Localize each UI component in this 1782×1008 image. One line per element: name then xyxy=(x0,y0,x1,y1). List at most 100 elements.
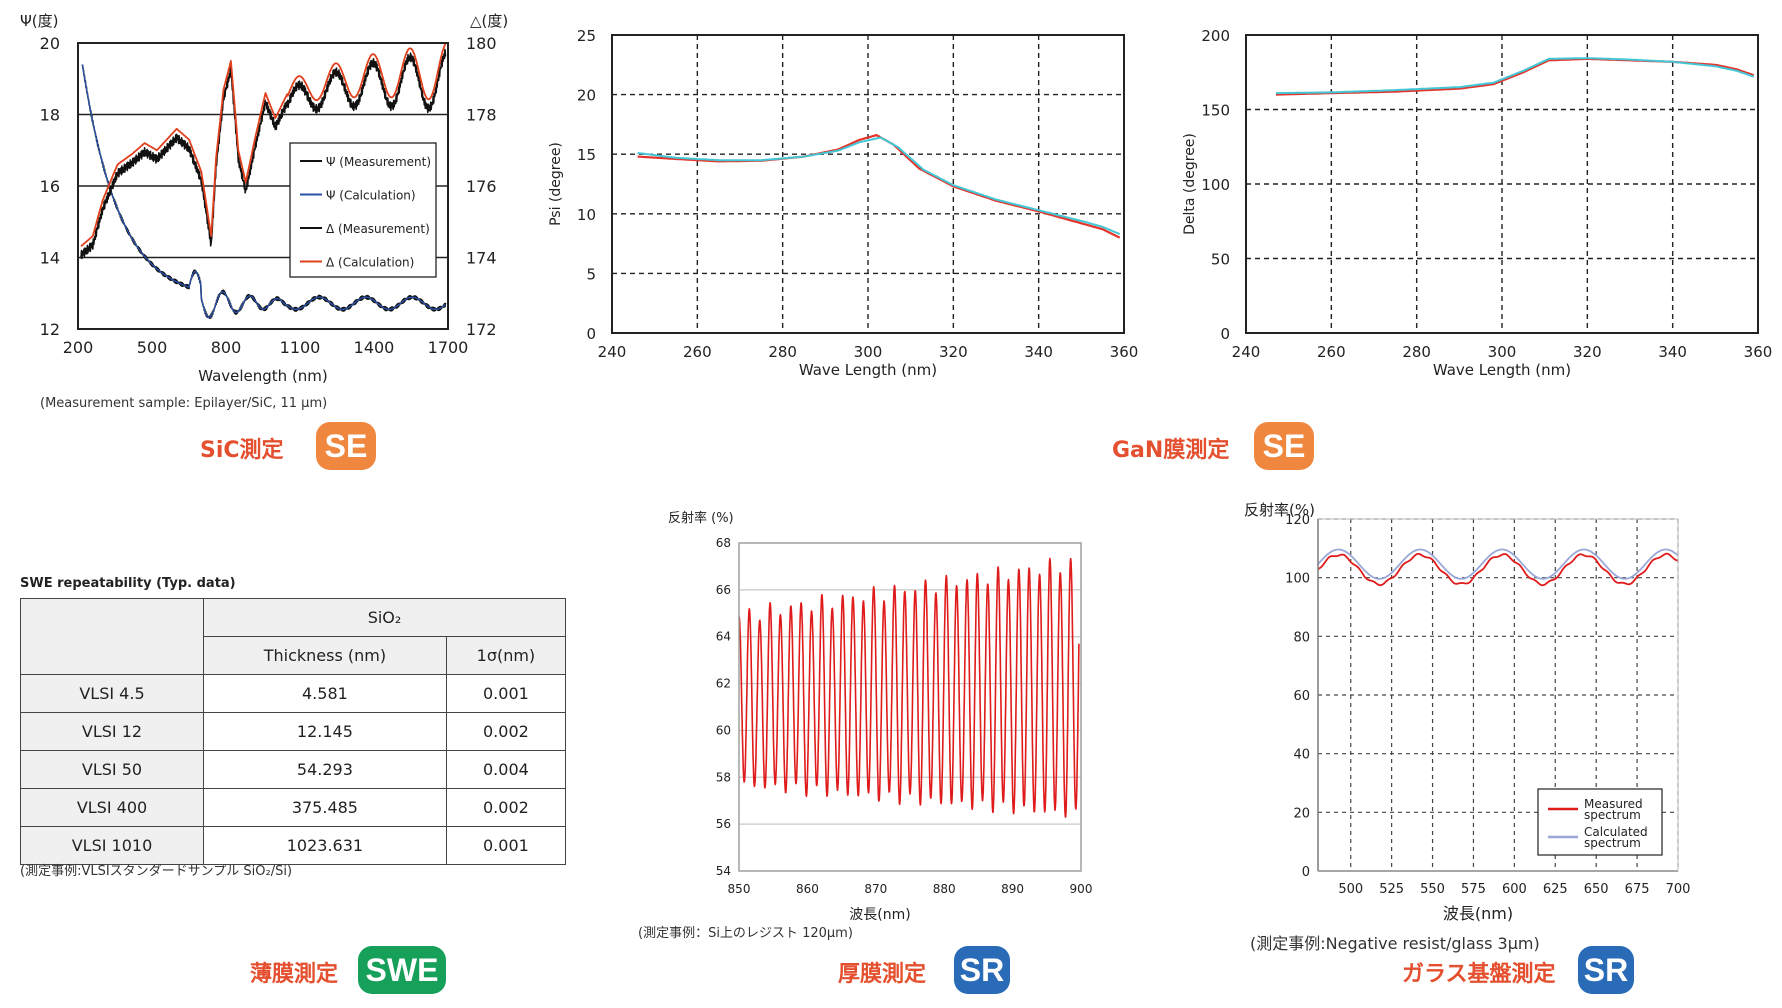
thick-film-x-tick-label: 870 xyxy=(864,882,887,896)
thickness-value: 4.581 xyxy=(203,674,447,713)
thick-film-y-tick-label: 66 xyxy=(716,583,731,597)
sic-caption: (Measurement sample: Epilayer/SiC, 11 μm… xyxy=(40,396,328,411)
sic-legend-entry: Ψ (Calculation) xyxy=(326,189,416,203)
sic-y-left-tick-label: 16 xyxy=(40,177,60,196)
gan-delta-calculated-line xyxy=(1275,57,1755,95)
gan-psi-y-tick-label: 0 xyxy=(586,325,596,343)
table-row: VLSI 4.5 4.581 0.001 xyxy=(20,674,567,713)
sample-name: VLSI 4.5 xyxy=(20,674,204,713)
glass-y-tick-label: 0 xyxy=(1302,865,1310,880)
thick-film-y-tick-label: 58 xyxy=(716,770,731,784)
glass-calculated-line xyxy=(1317,548,1679,580)
thick-film-y-tick-label: 64 xyxy=(716,630,731,644)
gan-delta-x-tick-label: 340 xyxy=(1658,343,1687,361)
sic-legend-entry: Δ (Calculation) xyxy=(326,256,414,270)
gan-delta-y-tick-label: 50 xyxy=(1211,251,1230,269)
thick-film-y-tick-label: 56 xyxy=(716,817,731,831)
glass-section-title: ガラス基盤測定 xyxy=(1402,962,1556,987)
gan-psi-y-tick-label: 25 xyxy=(577,27,596,45)
sic-legend-entry: Δ (Measurement) xyxy=(326,222,430,236)
sic-se-badge: SE xyxy=(316,422,376,470)
sigma-value: 0.002 xyxy=(445,788,567,827)
gan-section-title: GaN膜測定 xyxy=(1112,438,1230,463)
gan-delta-x-tick-label: 360 xyxy=(1744,343,1773,361)
sigma-value: 0.001 xyxy=(445,674,567,713)
glass-legend-entry: Calculated xyxy=(1584,825,1648,839)
gan-delta-y-tick-label: 100 xyxy=(1201,176,1230,194)
sic-section-title: SiC測定 xyxy=(200,438,284,463)
sic-y-right-tick-label: 176 xyxy=(466,177,497,196)
swe-material-header: SiO₂ xyxy=(203,598,566,637)
thick-film-y-axis-label: 反射率 (%) xyxy=(668,510,734,526)
glass-x-tick-label: 575 xyxy=(1461,882,1486,897)
gan-delta-plot-frame xyxy=(1245,34,1759,334)
swe-table-title: SWE repeatability (Typ. data) xyxy=(20,576,236,591)
thick-film-caption: (測定事例：Si上のレジスト 120μm) xyxy=(638,926,853,941)
swe-sigma-header: 1σ(nm) xyxy=(445,636,567,675)
thick-film-y-tick-label: 68 xyxy=(716,536,731,550)
gan-psi-x-axis-label: Wave Length (nm) xyxy=(799,361,937,379)
glass-y-tick-label: 80 xyxy=(1293,630,1310,645)
glass-legend-entry: spectrum xyxy=(1584,808,1641,822)
glass-y-axis-label: 反射率(%) xyxy=(1244,501,1315,519)
thickness-value: 12.145 xyxy=(203,712,447,751)
sic-y-left-tick-label: 20 xyxy=(40,34,60,53)
thick-film-sr-badge: SR xyxy=(954,946,1010,994)
sic-y-right-tick-label: 180 xyxy=(466,34,497,53)
table-row: VLSI 50 54.293 0.004 xyxy=(20,750,567,789)
thickness-value: 375.485 xyxy=(203,788,447,827)
gan-psi-calculated-line xyxy=(637,136,1121,236)
glass-y-tick-label: 20 xyxy=(1293,806,1310,821)
table-row: VLSI 12 12.145 0.002 xyxy=(20,712,567,751)
glass-plot-frame xyxy=(1317,518,1679,872)
thick-film-y-tick-label: 54 xyxy=(716,864,731,878)
gan-se-badge: SE xyxy=(1254,422,1314,470)
sic-y-left-tick-label: 12 xyxy=(40,320,60,339)
sigma-value: 0.002 xyxy=(445,712,567,751)
sample-name: VLSI 12 xyxy=(20,712,204,751)
glass-legend-entry: Measured xyxy=(1584,797,1643,811)
sic-x-tick-label: 500 xyxy=(137,338,168,357)
table-row: VLSI 400 375.485 0.002 xyxy=(20,788,567,827)
gan-delta-x-tick-label: 300 xyxy=(1488,343,1517,361)
thick-film-y-tick-label: 62 xyxy=(716,677,731,691)
thin-film-section-title: 薄膜測定 xyxy=(250,962,339,987)
gan-psi-x-tick-label: 240 xyxy=(598,343,627,361)
thick-film-y-tick-label: 60 xyxy=(716,723,731,737)
glass-x-tick-label: 500 xyxy=(1338,882,1363,897)
sic-y-left-tick-label: 14 xyxy=(40,249,60,268)
gan-psi-x-tick-label: 340 xyxy=(1024,343,1053,361)
thick-film-reflectance-line xyxy=(738,557,1080,818)
gan-psi-x-tick-label: 260 xyxy=(683,343,712,361)
sic-legend-box xyxy=(289,142,437,278)
gan-delta-x-tick-label: 320 xyxy=(1573,343,1602,361)
glass-x-tick-label: 675 xyxy=(1625,882,1650,897)
swe-repeatability-table: SiO₂ Thickness (nm) 1σ(nm) VLSI 4.5 4.58… xyxy=(20,598,567,865)
glass-legend-entry: spectrum xyxy=(1584,836,1641,850)
gan-psi-y-axis-label: Psi (degree) xyxy=(548,142,564,226)
swe-caption: (測定事例:VLSIスタンダードサンプル SiO₂/Si) xyxy=(20,864,293,879)
thickness-value: 54.293 xyxy=(203,750,447,789)
thin-film-swe-badge: SWE xyxy=(358,946,446,994)
table-row: VLSI 1010 1023.631 0.001 xyxy=(20,826,567,865)
thick-film-plot-frame xyxy=(738,542,1082,872)
sic-delta-measurement-line xyxy=(80,48,447,260)
sic-psi-calculation-line xyxy=(81,64,446,319)
sic-x-tick-label: 200 xyxy=(63,338,94,357)
sic-x-tick-label: 1100 xyxy=(280,338,321,357)
glass-x-tick-label: 600 xyxy=(1502,882,1527,897)
gan-psi-y-tick-label: 15 xyxy=(577,146,596,164)
sigma-value: 0.004 xyxy=(445,750,567,789)
gan-psi-y-tick-label: 10 xyxy=(577,206,596,224)
sic-y-right-tick-label: 174 xyxy=(466,249,497,268)
glass-y-tick-label: 120 xyxy=(1285,513,1310,528)
sigma-value: 0.001 xyxy=(445,826,567,865)
sic-delta-calculation-line xyxy=(80,43,447,248)
sic-x-tick-label: 1400 xyxy=(354,338,395,357)
thick-film-x-axis-label: 波長(nm) xyxy=(849,907,910,923)
gan-psi-plot-frame xyxy=(611,34,1125,334)
sic-x-axis-label: Wavelength (nm) xyxy=(198,367,328,385)
gan-delta-y-tick-label: 0 xyxy=(1220,325,1230,343)
glass-x-tick-label: 550 xyxy=(1420,882,1445,897)
